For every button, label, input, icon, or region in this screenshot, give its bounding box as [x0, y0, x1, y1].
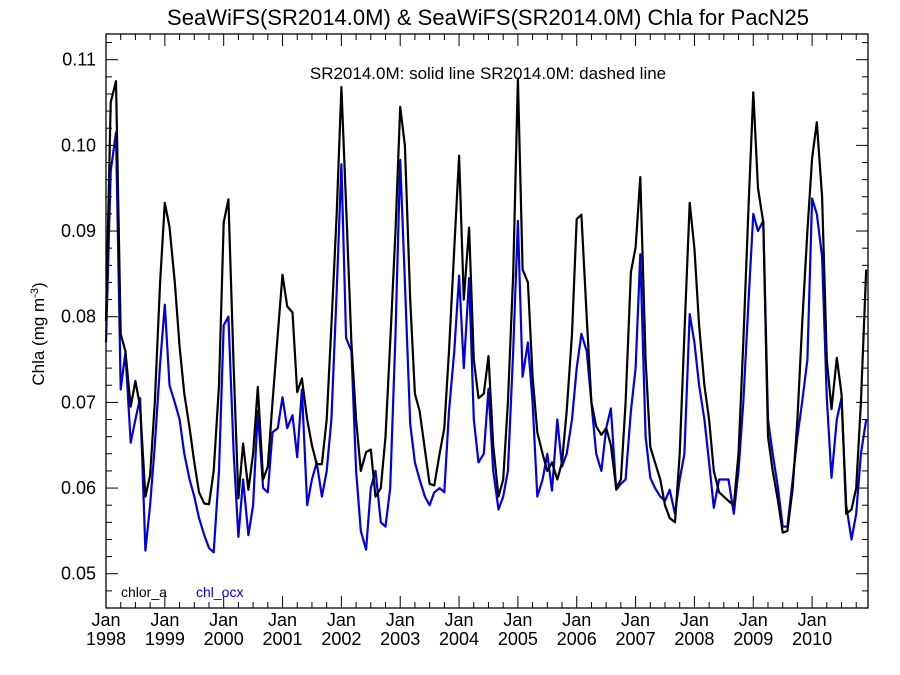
- x-tick-month-label: Jan: [680, 610, 709, 630]
- legend-chlor-a: chlor_a: [121, 584, 167, 600]
- x-tick-month-label: Jan: [798, 610, 827, 630]
- x-tick-month-label: Jan: [209, 610, 238, 630]
- x-tick-month-label: Jan: [445, 610, 474, 630]
- y-axis-label-close: ): [29, 282, 48, 288]
- x-tick-year-label: 2003: [380, 629, 420, 649]
- y-axis-label-superscript: -3: [29, 288, 41, 298]
- y-tick-label: 0.10: [61, 135, 96, 155]
- x-tick-year-label: 2009: [733, 629, 773, 649]
- y-tick-label: 0.09: [61, 221, 96, 241]
- legend-chl-ocx: chl_ocx: [196, 584, 243, 600]
- x-tick-year-label: 2007: [616, 629, 656, 649]
- x-tick-month-label: Jan: [268, 610, 297, 630]
- series-layer: [104, 77, 868, 554]
- x-tick-month-label: Jan: [386, 610, 415, 630]
- y-tick-label: 0.08: [61, 307, 96, 327]
- x-tick-month-label: Jan: [621, 610, 650, 630]
- x-tick-year-label: 2001: [263, 629, 303, 649]
- chart-title: SeaWiFS(SR2014.0M) & SeaWiFS(SR2014.0M) …: [167, 5, 809, 30]
- y-tick-label: 0.06: [61, 478, 96, 498]
- series-line-chlor-a: [104, 77, 868, 534]
- plot-frame: [105, 33, 869, 609]
- y-tick-label: 0.05: [61, 564, 96, 584]
- x-tick-month-label: Jan: [562, 610, 591, 630]
- x-tick-month-label: Jan: [503, 610, 532, 630]
- x-tick-month-label: Jan: [150, 610, 179, 630]
- x-tick-year-label: 2010: [792, 629, 832, 649]
- y-tick-label: 0.11: [62, 50, 96, 70]
- x-tick-year-label: 2002: [321, 629, 361, 649]
- x-tick-year-label: 2000: [204, 629, 244, 649]
- series-style-annotation: SR2014.0M: solid line SR2014.0M: dashed …: [310, 64, 666, 83]
- ticks-layer: 0.050.060.070.080.090.100.11Jan1998Jan19…: [61, 34, 868, 649]
- y-axis-label: Chla (mg m-3): [29, 282, 48, 385]
- y-axis-label-text: Chla (mg m: [29, 298, 48, 386]
- x-tick-month-label: Jan: [91, 610, 120, 630]
- x-tick-month-label: Jan: [327, 610, 356, 630]
- x-tick-month-label: Jan: [739, 610, 768, 630]
- y-tick-label: 0.07: [61, 392, 96, 412]
- x-tick-year-label: 2008: [674, 629, 714, 649]
- x-tick-year-label: 2006: [557, 629, 597, 649]
- series-line-chl-ocx: [104, 131, 868, 554]
- x-tick-year-label: 2004: [439, 629, 479, 649]
- x-tick-year-label: 2005: [498, 629, 538, 649]
- x-tick-year-label: 1999: [145, 629, 185, 649]
- x-tick-year-label: 1998: [86, 629, 126, 649]
